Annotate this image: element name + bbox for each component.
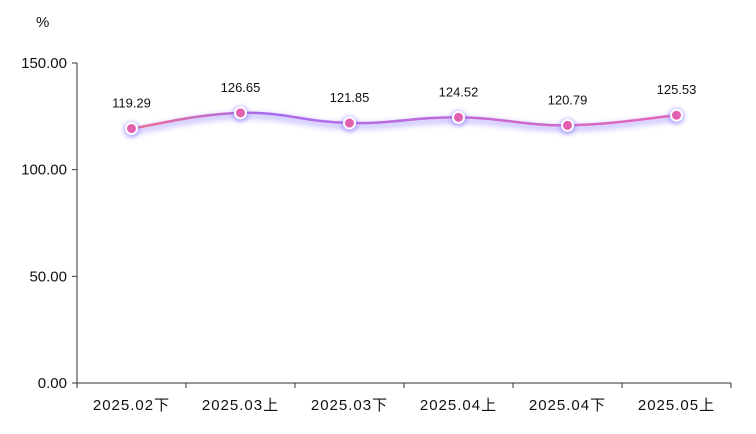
data-label: 124.52: [439, 84, 479, 99]
data-label: 121.85: [330, 90, 370, 105]
data-point-marker: [561, 118, 574, 132]
data-point-4: [450, 110, 467, 127]
data-point-marker: [343, 116, 356, 130]
data-point-2: [232, 105, 249, 122]
data-point-6: [668, 108, 685, 125]
data-point-1: [123, 121, 140, 138]
data-label: 126.65: [221, 80, 261, 95]
y-tick-label: 50.00: [29, 268, 67, 285]
data-point-marker: [670, 108, 683, 122]
y-tick-label: 150.00: [21, 55, 67, 72]
data-point-3: [341, 116, 358, 133]
x-tick-label: 2025.03上: [202, 397, 279, 414]
x-tick-label: 2025.04上: [420, 397, 497, 414]
data-markers: [123, 105, 685, 138]
series-line-glow: [131, 112, 677, 135]
data-point-marker: [234, 106, 247, 120]
x-tick-label: 2025.02下: [93, 397, 170, 414]
data-point-5: [559, 118, 576, 135]
data-point-marker: [125, 122, 138, 136]
data-label: 120.79: [548, 92, 588, 107]
y-tick-label: 100.00: [21, 162, 67, 179]
axes: 0.00 50.00 100.00 150.00 2025.02下 2025.03上 202…: [21, 55, 732, 414]
x-tick-label: 2025.05上: [638, 397, 715, 414]
data-label: 125.53: [657, 82, 697, 97]
y-axis-unit-label: %: [36, 14, 49, 31]
x-tick-label: 2025.04下: [529, 397, 606, 414]
data-point-marker: [452, 110, 465, 124]
data-labels: 119.29 126.65 121.85 124.52 120.79 125.53: [112, 80, 696, 111]
series-line-path: [130, 111, 678, 130]
x-tick-label: 2025.03下: [311, 397, 388, 414]
y-tick-label: 0.00: [38, 375, 67, 392]
data-label: 119.29: [112, 96, 151, 111]
series-line: [130, 111, 678, 135]
